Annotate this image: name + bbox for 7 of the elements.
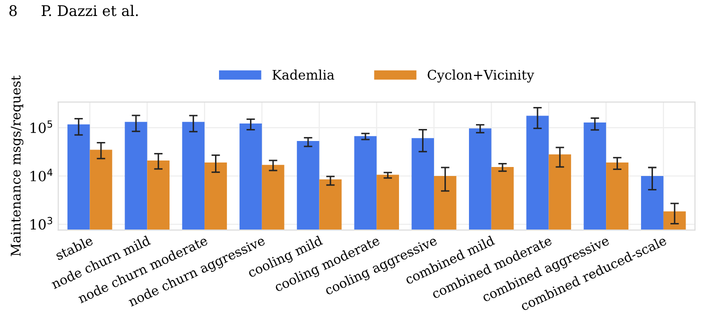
legend-label: Kademlia bbox=[272, 70, 334, 80]
text: 8 P. Dazzi et al. bbox=[9, 4, 138, 16]
y-tick-label: 10$^{4}$ bbox=[30, 168, 52, 182]
y-tick-label: 10$^{3}$ bbox=[30, 216, 52, 230]
legend-label: Cyclon+Vicinity bbox=[428, 70, 534, 83]
y-axis-title: Maintenance msgs/request bbox=[10, 75, 24, 256]
y-tick-label: 10$^{5}$ bbox=[30, 120, 52, 134]
